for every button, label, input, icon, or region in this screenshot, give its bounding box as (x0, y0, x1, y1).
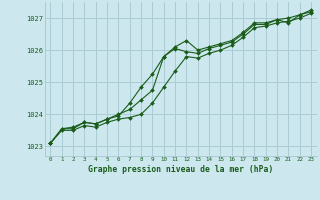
X-axis label: Graphe pression niveau de la mer (hPa): Graphe pression niveau de la mer (hPa) (88, 165, 273, 174)
